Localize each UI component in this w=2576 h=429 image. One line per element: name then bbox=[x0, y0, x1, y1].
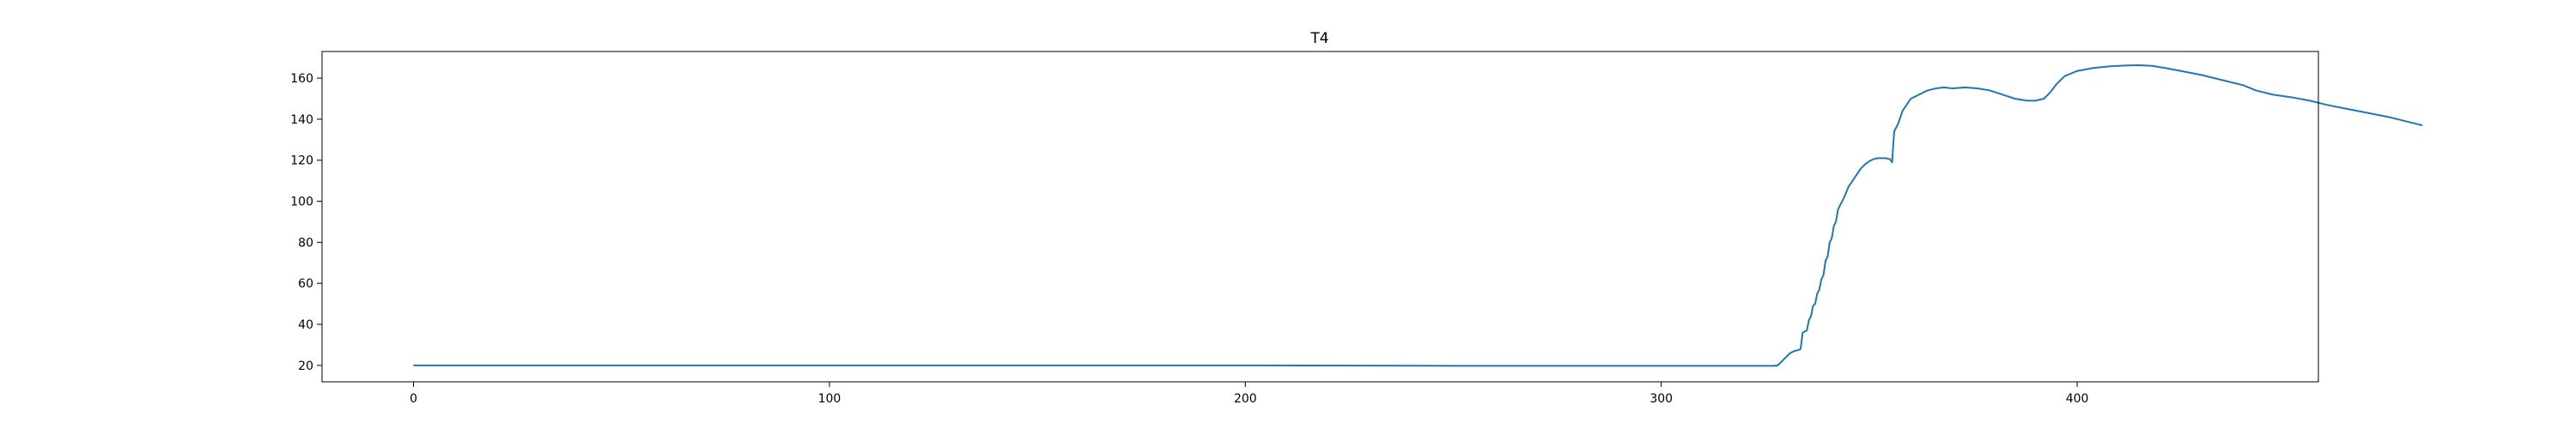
y-tick-label: 20 bbox=[298, 360, 313, 373]
x-axis: 0 100 200 300 400 bbox=[410, 382, 2088, 406]
x-tick-label: 200 bbox=[1234, 392, 1257, 406]
y-tick-label: 120 bbox=[290, 154, 313, 168]
x-tick-label: 0 bbox=[410, 392, 417, 406]
y-tick-label: 40 bbox=[298, 318, 313, 332]
y-tick-label: 100 bbox=[290, 196, 313, 209]
y-tick-label: 80 bbox=[298, 236, 313, 250]
x-tick-label: 300 bbox=[1649, 392, 1673, 406]
plot-area bbox=[321, 51, 2423, 383]
chart-title: T4 bbox=[1309, 30, 1328, 47]
y-axis: 20 40 60 80 100 120 140 160 bbox=[290, 72, 322, 373]
x-tick-label: 400 bbox=[2066, 392, 2089, 406]
series-line-1 bbox=[413, 64, 2423, 367]
y-tick-label: 60 bbox=[298, 277, 313, 291]
y-tick-label: 140 bbox=[290, 113, 313, 127]
axes-frame bbox=[321, 51, 2319, 383]
y-tick-label: 160 bbox=[290, 72, 313, 86]
x-tick-label: 100 bbox=[818, 392, 841, 406]
